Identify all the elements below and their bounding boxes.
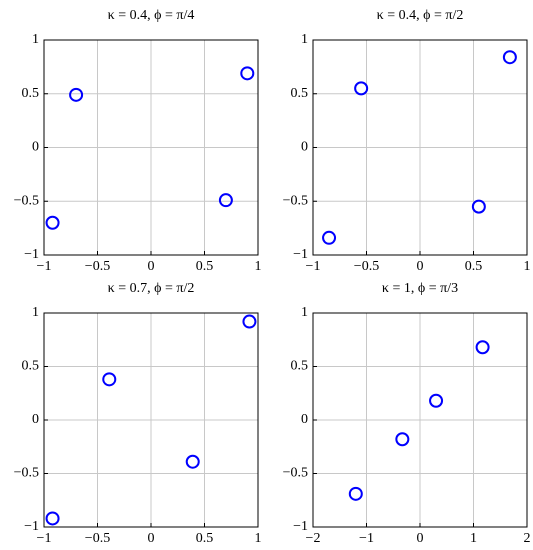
y-tick-label: 0.5 bbox=[22, 86, 40, 101]
y-tick-label: 1 bbox=[32, 32, 39, 47]
x-tick-label: 1 bbox=[470, 531, 477, 546]
y-tick-label: 0 bbox=[32, 140, 39, 155]
y-tick-label: −0.5 bbox=[283, 466, 308, 481]
y-tick-label: 1 bbox=[301, 32, 308, 47]
y-tick-label: −0.5 bbox=[14, 193, 39, 208]
x-tick-label: 0 bbox=[148, 531, 155, 546]
x-tick-label: 2 bbox=[524, 531, 531, 546]
point bbox=[429, 393, 444, 408]
plot-frame bbox=[312, 312, 528, 528]
y-tick-label: 0 bbox=[32, 412, 39, 427]
x-tick-label: −1 bbox=[37, 259, 52, 274]
point bbox=[69, 87, 84, 102]
point bbox=[348, 486, 363, 501]
point bbox=[185, 454, 200, 469]
point bbox=[322, 230, 337, 245]
x-tick-label: 1 bbox=[255, 531, 262, 546]
y-tick-label: −1 bbox=[293, 247, 308, 262]
point bbox=[395, 432, 410, 447]
x-tick-label: 1 bbox=[524, 259, 531, 274]
chart-title: κ = 1, ϕ = π/3 bbox=[382, 281, 458, 296]
x-tick-label: −2 bbox=[306, 531, 321, 546]
y-tick-label: −1 bbox=[24, 519, 39, 534]
plot-frame bbox=[43, 312, 259, 528]
x-tick-label: 0 bbox=[417, 531, 424, 546]
point bbox=[218, 193, 233, 208]
point bbox=[45, 511, 60, 526]
x-tick-label: −1 bbox=[306, 259, 321, 274]
chart-title: κ = 0.4, ϕ = π/2 bbox=[377, 8, 464, 23]
x-tick-label: 0.5 bbox=[465, 259, 483, 274]
x-tick-label: −0.5 bbox=[85, 531, 110, 546]
point bbox=[102, 372, 117, 387]
point bbox=[45, 215, 60, 230]
y-tick-label: 0 bbox=[301, 412, 308, 427]
chart-title: κ = 0.7, ϕ = π/2 bbox=[108, 281, 195, 296]
x-tick-label: 0.5 bbox=[196, 259, 214, 274]
point bbox=[502, 50, 517, 65]
x-tick-label: 0.5 bbox=[196, 531, 214, 546]
x-tick-label: 0 bbox=[148, 259, 155, 274]
point bbox=[242, 314, 257, 329]
y-tick-label: 1 bbox=[301, 305, 308, 320]
y-tick-label: 0.5 bbox=[22, 359, 40, 374]
point bbox=[471, 199, 486, 214]
y-tick-label: 0.5 bbox=[291, 359, 309, 374]
y-tick-label: 0 bbox=[301, 140, 308, 155]
chart-title: κ = 0.4, ϕ = π/4 bbox=[108, 8, 195, 23]
y-tick-label: −1 bbox=[293, 519, 308, 534]
x-tick-label: 0 bbox=[417, 259, 424, 274]
y-tick-label: −1 bbox=[24, 247, 39, 262]
point bbox=[354, 81, 369, 96]
plot-frame bbox=[43, 39, 259, 256]
x-tick-label: −0.5 bbox=[354, 259, 379, 274]
point bbox=[475, 340, 490, 355]
x-tick-label: −0.5 bbox=[85, 259, 110, 274]
plot-frame bbox=[312, 39, 528, 256]
point bbox=[240, 66, 255, 81]
x-tick-label: −1 bbox=[37, 531, 52, 546]
x-tick-label: 1 bbox=[255, 259, 262, 274]
x-tick-label: −1 bbox=[359, 531, 374, 546]
y-tick-label: 1 bbox=[32, 305, 39, 320]
y-tick-label: −0.5 bbox=[283, 193, 308, 208]
y-tick-label: −0.5 bbox=[14, 466, 39, 481]
y-tick-label: 0.5 bbox=[291, 86, 309, 101]
